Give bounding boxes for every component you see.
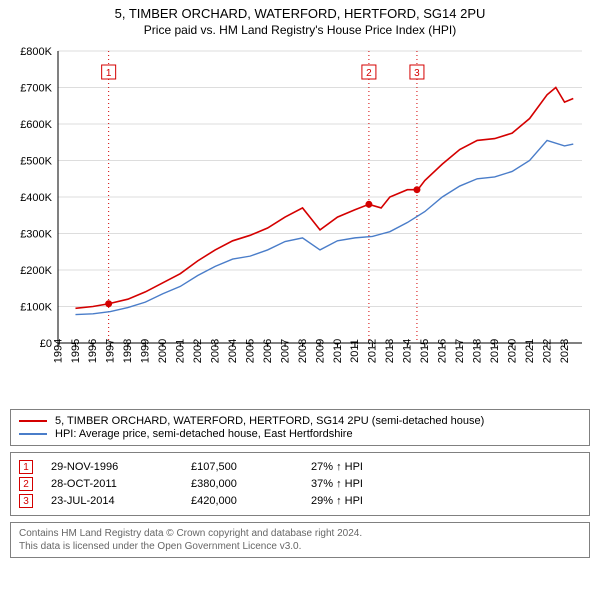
transaction-date: 28-OCT-2011 <box>51 478 191 490</box>
svg-text:£700K: £700K <box>20 83 52 95</box>
svg-text:£800K: £800K <box>20 46 52 58</box>
transaction-price: £107,500 <box>191 461 311 473</box>
svg-text:1999: 1999 <box>140 339 152 363</box>
svg-text:3: 3 <box>414 68 420 79</box>
svg-text:£300K: £300K <box>20 229 52 241</box>
svg-text:2003: 2003 <box>209 339 221 363</box>
transactions-box: 1 29-NOV-1996£107,50027% ↑ HPI 2 28-OCT-201… <box>10 452 590 516</box>
legend-box: 5, TIMBER ORCHARD, WATERFORD, HERTFORD, … <box>10 409 590 446</box>
legend-label: HPI: Average price, semi-detached house,… <box>55 428 353 440</box>
svg-text:2010: 2010 <box>332 339 344 363</box>
svg-text:2019: 2019 <box>489 339 501 363</box>
legend-swatch <box>19 433 47 435</box>
svg-text:£600K: £600K <box>20 119 52 131</box>
legend-item: 5, TIMBER ORCHARD, WATERFORD, HERTFORD, … <box>19 415 581 427</box>
footer-line-2: This data is licensed under the Open Gov… <box>19 540 581 553</box>
svg-text:1: 1 <box>106 68 112 79</box>
svg-text:2023: 2023 <box>559 339 571 363</box>
transaction-date: 23-JUL-2014 <box>51 495 191 507</box>
svg-text:2016: 2016 <box>437 339 449 363</box>
svg-text:1995: 1995 <box>70 339 82 363</box>
svg-text:2021: 2021 <box>524 339 536 363</box>
svg-text:£500K: £500K <box>20 156 52 168</box>
svg-text:£200K: £200K <box>20 265 52 277</box>
svg-text:2020: 2020 <box>506 339 518 363</box>
transaction-diff: 27% ↑ HPI <box>311 461 431 473</box>
transaction-row: 1 29-NOV-1996£107,50027% ↑ HPI <box>19 460 581 474</box>
footer-box: Contains HM Land Registry data © Crown c… <box>10 522 590 558</box>
svg-text:2013: 2013 <box>384 339 396 363</box>
chart-title-sub: Price paid vs. HM Land Registry's House … <box>10 23 590 37</box>
transaction-row: 3 23-JUL-2014£420,00029% ↑ HPI <box>19 494 581 508</box>
svg-text:2022: 2022 <box>541 339 553 363</box>
svg-text:1997: 1997 <box>105 339 117 363</box>
svg-text:£0: £0 <box>40 338 52 350</box>
transaction-price: £380,000 <box>191 478 311 490</box>
legend-item: HPI: Average price, semi-detached house,… <box>19 428 581 440</box>
svg-text:2015: 2015 <box>419 339 431 363</box>
svg-text:2002: 2002 <box>192 339 204 363</box>
transaction-row: 2 28-OCT-2011£380,00037% ↑ HPI <box>19 477 581 491</box>
svg-text:2004: 2004 <box>227 339 239 363</box>
svg-text:2000: 2000 <box>157 339 169 363</box>
svg-text:2008: 2008 <box>297 339 309 363</box>
svg-text:2012: 2012 <box>367 339 379 363</box>
svg-text:2009: 2009 <box>314 339 326 363</box>
legend-swatch <box>19 420 47 422</box>
transaction-marker: 3 <box>19 494 33 508</box>
footer-line-1: Contains HM Land Registry data © Crown c… <box>19 527 581 540</box>
svg-text:2014: 2014 <box>402 339 414 363</box>
svg-text:2001: 2001 <box>175 339 187 363</box>
transaction-diff: 37% ↑ HPI <box>311 478 431 490</box>
svg-text:1998: 1998 <box>122 339 134 363</box>
svg-text:2007: 2007 <box>279 339 291 363</box>
transaction-marker: 1 <box>19 460 33 474</box>
svg-text:1996: 1996 <box>87 339 99 363</box>
transaction-marker: 2 <box>19 477 33 491</box>
svg-text:£100K: £100K <box>20 302 52 314</box>
chart-svg: £0 £100K £200K £300K £400K £500K £600K £700K £80… <box>10 43 590 403</box>
svg-text:£400K: £400K <box>20 192 52 204</box>
transaction-diff: 29% ↑ HPI <box>311 495 431 507</box>
transaction-date: 29-NOV-1996 <box>51 461 191 473</box>
title-block: 5, TIMBER ORCHARD, WATERFORD, HERTFORD, … <box>10 6 590 37</box>
svg-text:2005: 2005 <box>244 339 256 363</box>
chart-title-main: 5, TIMBER ORCHARD, WATERFORD, HERTFORD, … <box>10 6 590 21</box>
svg-text:2017: 2017 <box>454 339 466 363</box>
chart-plot-area: £0 £100K £200K £300K £400K £500K £600K £700K £80… <box>10 43 590 403</box>
legend-label: 5, TIMBER ORCHARD, WATERFORD, HERTFORD, … <box>55 415 484 427</box>
svg-text:2006: 2006 <box>262 339 274 363</box>
transaction-price: £420,000 <box>191 495 311 507</box>
svg-text:2: 2 <box>366 68 372 79</box>
svg-text:2018: 2018 <box>472 339 484 363</box>
chart-container: 5, TIMBER ORCHARD, WATERFORD, HERTFORD, … <box>0 0 600 566</box>
